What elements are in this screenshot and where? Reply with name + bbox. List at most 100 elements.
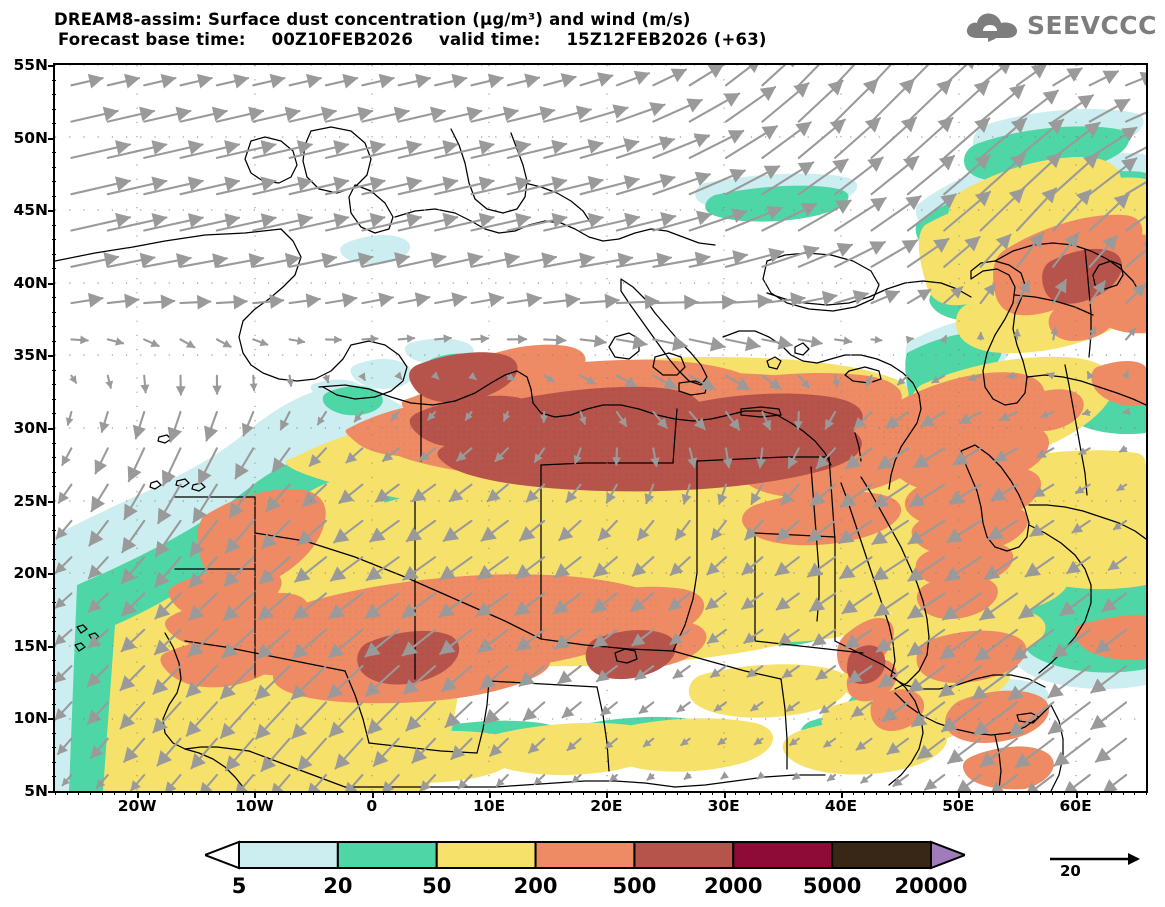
wind-arrow (906, 237, 950, 268)
wind-arrow (476, 556, 509, 580)
y-tick-mark (48, 282, 55, 285)
colorbar-tick-20000: 20000 (894, 874, 968, 898)
wind-arrow (197, 447, 218, 486)
wind-arrow (143, 253, 192, 269)
wind-arrow (361, 140, 422, 159)
wind-arrow (865, 374, 873, 387)
wind-arrow (797, 65, 821, 87)
y-tick-mark (48, 645, 55, 648)
colorbar-band-under[interactable] (205, 840, 240, 870)
wind-arrow (361, 176, 422, 196)
wind-arrow (411, 483, 437, 503)
y-tick-mark (48, 428, 55, 430)
wind-arrow (761, 374, 782, 390)
wind-arrow (260, 737, 291, 772)
colorbar-band-3[interactable] (534, 841, 636, 869)
wind-arrow (615, 173, 676, 196)
wind-arrow (143, 176, 204, 196)
x-minor-tick (184, 791, 186, 795)
x-minor-tick (313, 791, 315, 795)
colorbar-band-6[interactable] (831, 841, 933, 869)
y-tick-mark (48, 355, 55, 358)
wind-arrow (506, 176, 568, 196)
wind-arrow (971, 665, 1019, 701)
y-tick-label-35n: 35N (13, 346, 48, 365)
wind-arrow (308, 447, 328, 467)
wind-arrow (1122, 407, 1131, 416)
wind-arrow (87, 592, 109, 613)
wind-arrow (688, 250, 749, 268)
x-minor-tick (395, 791, 397, 795)
wind-arrow (427, 410, 437, 421)
wind-arrow (1088, 126, 1138, 159)
wind-arrow (1088, 280, 1106, 305)
colorbar-band-0[interactable] (238, 841, 339, 869)
wind-arrow (224, 737, 255, 772)
wind-arrow (844, 447, 873, 470)
x-minor-tick (700, 791, 702, 795)
x-minor-tick (758, 791, 760, 795)
wind-arrow (515, 628, 546, 652)
colorbar-band-over[interactable] (930, 840, 965, 870)
wind-arrow (761, 82, 810, 123)
wind-arrow (57, 483, 73, 504)
wind-arrow (366, 701, 400, 735)
wind-arrow (1047, 665, 1091, 699)
colorbar-band-4[interactable] (633, 841, 735, 869)
wind-arrow (308, 773, 328, 791)
wind-arrow (86, 665, 109, 688)
x-minor-tick (219, 791, 221, 795)
wind-arrow (717, 737, 728, 746)
colorbar-band-1[interactable] (336, 841, 438, 869)
colorbar-band-5[interactable] (732, 841, 834, 869)
wind-arrow (543, 293, 581, 309)
wind-arrow (140, 374, 150, 394)
wind-arrow (615, 374, 638, 388)
y-tick-label-25n: 25N (13, 491, 48, 510)
wind-arrow (724, 65, 759, 87)
wind-arrow (288, 213, 350, 232)
wind-arrow (785, 701, 800, 713)
colorbar-swatches[interactable] (205, 838, 965, 872)
wind-arrow (442, 519, 473, 542)
wind-arrow (106, 293, 140, 309)
wind-arrow (943, 286, 964, 305)
wind-arrow (979, 84, 1026, 123)
wind-arrow (221, 628, 255, 659)
colorbar-band-2[interactable] (435, 841, 537, 869)
y-minor-tick (52, 268, 56, 270)
wind-arrow (1086, 371, 1095, 380)
wind-scale-value: 20 (1060, 862, 1081, 880)
wind-arrow (401, 592, 437, 619)
y-minor-tick (52, 166, 56, 168)
y-minor-tick (52, 384, 56, 386)
wind-arrow (143, 294, 176, 310)
map-plot-area[interactable] (53, 63, 1148, 793)
wind-arrow (652, 335, 688, 351)
wind-arrow (834, 336, 853, 346)
wind-arrow (55, 556, 73, 574)
x-minor-tick (1028, 791, 1030, 795)
y-minor-tick (52, 761, 56, 763)
title-line-1: DREAM8-assim: Surface dust concentration… (54, 10, 691, 29)
x-minor-tick (430, 791, 432, 795)
x-minor-tick (66, 791, 68, 795)
lat-lon-gridlines (55, 65, 1146, 791)
wind-arrow (789, 737, 800, 747)
wind-arrow (90, 737, 109, 759)
wind-arrow (215, 106, 265, 123)
wind-arrow (99, 410, 110, 433)
wind-arrow (215, 213, 277, 232)
wind-arrow (430, 371, 440, 380)
colorbar-legend[interactable]: 5 20 50 200 500 2000 5000 20000 (0, 838, 1165, 907)
wind-arrow (851, 701, 873, 718)
wind-arrow (892, 773, 909, 787)
x-minor-tick (477, 791, 479, 795)
valid-time-value: 15Z12FEB2026 (+63) (566, 30, 767, 49)
x-tick-label-40e: 40E (824, 797, 858, 815)
x-minor-tick (970, 791, 972, 795)
wind-arrow (464, 410, 473, 421)
x-minor-tick (582, 791, 584, 795)
wind-arrow (809, 483, 837, 507)
wind-arrow (514, 592, 546, 616)
